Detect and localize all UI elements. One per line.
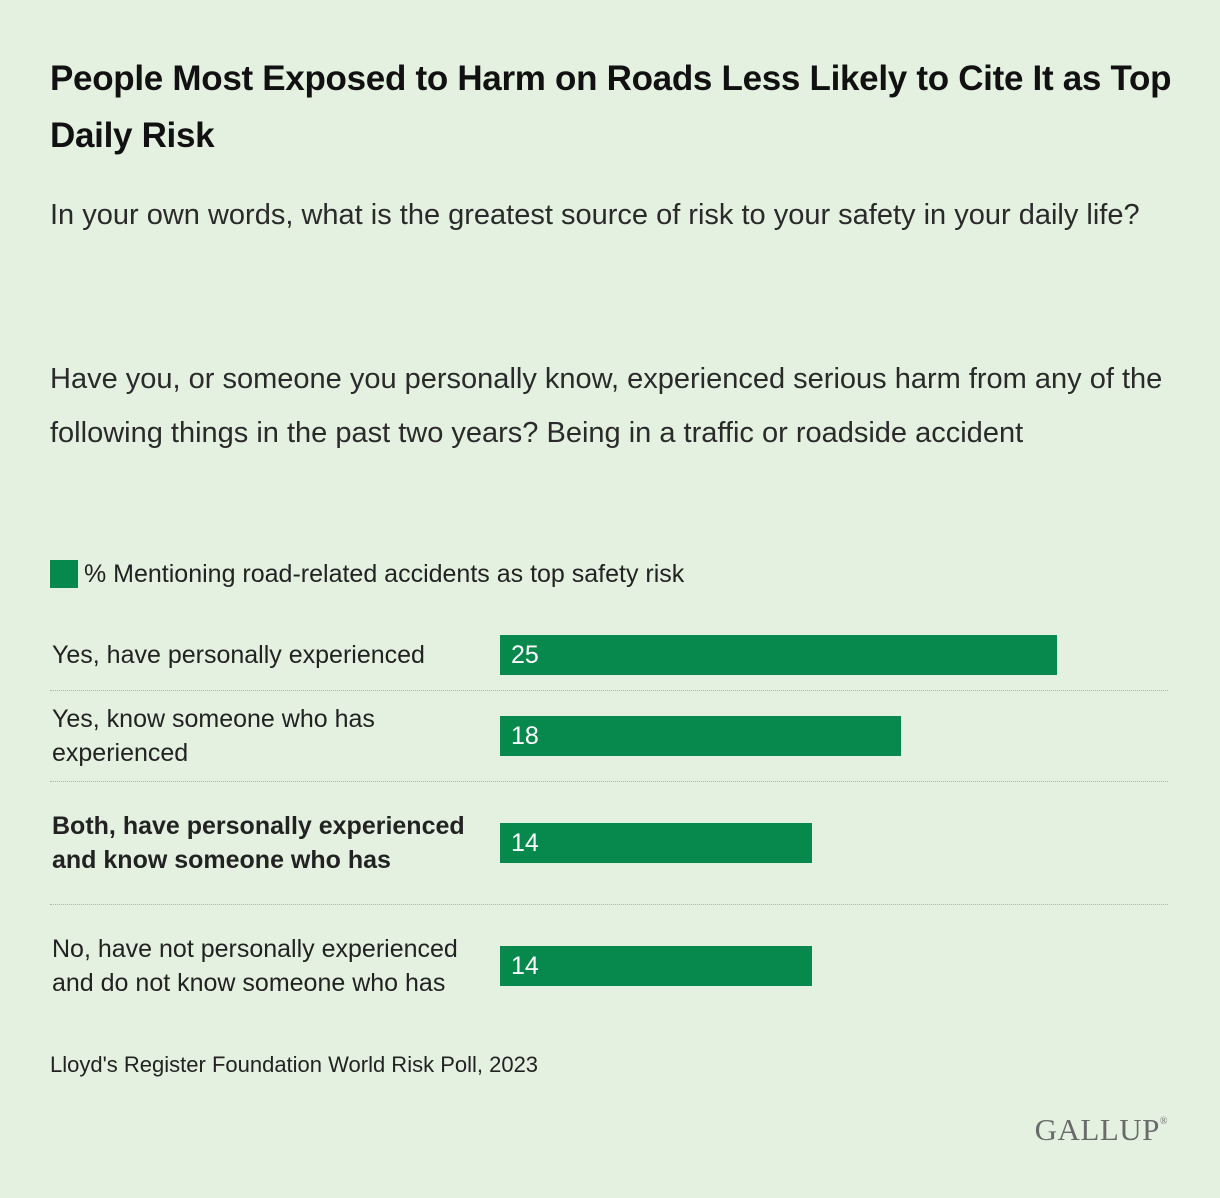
bar-value-label: 14 [511,952,539,980]
bar-value-label: 25 [511,641,539,669]
bar-area: 14 [500,905,1168,1027]
category-label: Yes, know someone who has experienced [52,705,375,767]
bar: 18 [500,716,901,756]
bar-row: No, have not personally experienced and … [50,905,1168,1027]
chart-title: People Most Exposed to Harm on Roads Les… [50,59,1172,155]
source-note: Lloyd's Register Foundation World Risk P… [50,1052,539,1077]
bar: 14 [500,823,812,863]
bar-value-label: 14 [511,829,539,857]
legend: % Mentioning road-related accidents as t… [50,556,684,592]
bar-value-label: 18 [511,722,539,750]
bar-area: 14 [500,782,1168,904]
bar-area: 25 [500,620,1168,690]
category-label: Yes, have personally experienced [52,641,425,669]
bar-area: 18 [500,691,1168,781]
bar-chart: Yes, have personally experienced 25 Yes, k… [50,620,1168,1027]
legend-swatch [50,560,78,588]
bar: 25 [500,635,1057,675]
category-label: No, have not personally experienced and … [52,935,458,997]
bar-row: Yes, have personally experienced 25 [50,620,1168,691]
logo-text: GALLUP [1034,1112,1160,1147]
legend-label: % Mentioning road-related accidents as t… [84,560,685,588]
category-label: Both, have personally experienced and kn… [52,812,465,874]
gallup-logo: GALLUP® [1034,1112,1168,1147]
question-1: In your own words, what is the greatest … [50,199,1140,231]
question-2: Have you, or someone you personally know… [50,363,1163,449]
bar-row: Yes, know someone who has experienced 18 [50,691,1168,782]
bar-row: Both, have personally experienced and kn… [50,782,1168,905]
bar: 14 [500,946,812,986]
